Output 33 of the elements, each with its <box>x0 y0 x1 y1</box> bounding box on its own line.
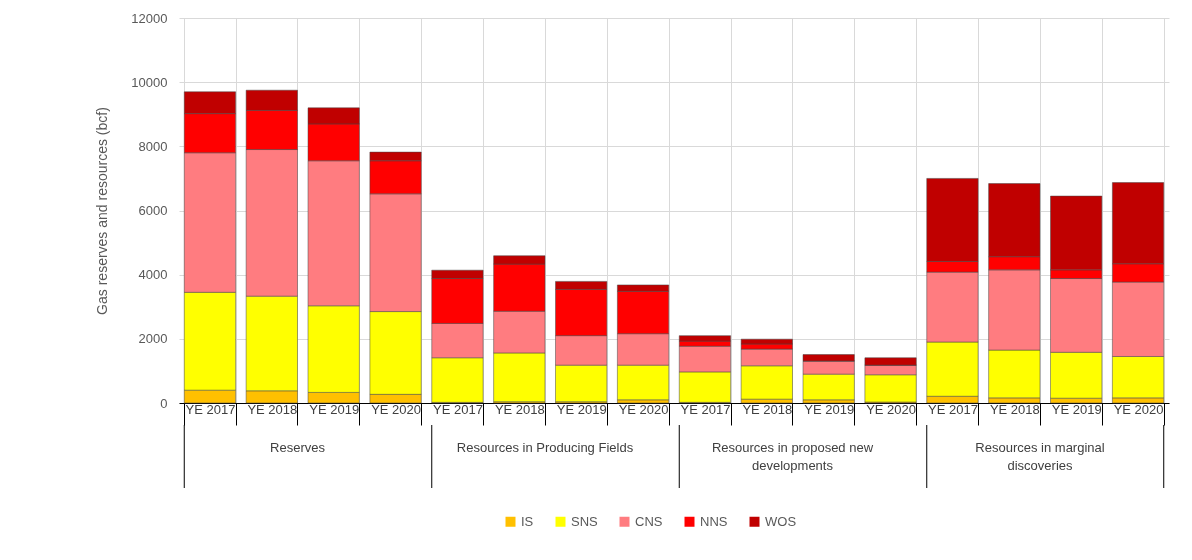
x-tick-label: YE 2019 <box>804 401 855 417</box>
x-tick-label: YE 2019 <box>309 401 360 417</box>
legend-label: WOS <box>765 513 797 529</box>
x-tick-label: YE 2020 <box>866 401 916 417</box>
y-tick-label: 2000 <box>138 331 168 347</box>
x-tick-label: YE 2019 <box>556 401 607 417</box>
x-tick-label: YE 2018 <box>247 401 298 417</box>
text: Resources in Producing Fields <box>456 440 634 455</box>
y-tick-label: 8000 <box>138 138 168 154</box>
text: Reserves <box>270 440 326 455</box>
legend-label: SNS <box>571 513 599 529</box>
x-tick-label: YE 2017 <box>433 401 483 417</box>
x-tick-label: YE 2020 <box>618 401 669 417</box>
x-tick-label: YE 2018 <box>494 401 545 417</box>
y-tick-label: 6000 <box>138 203 168 218</box>
y-tick-label: 4000 <box>138 267 168 283</box>
x-tick-label: YE 2017 <box>928 401 978 417</box>
x-tick-label: YE 2018 <box>989 401 1040 417</box>
x-tick-label: YE 2019 <box>1051 401 1102 417</box>
legend-label: IS <box>521 513 534 529</box>
x-tick-label: YE 2020 <box>1113 401 1164 417</box>
y-tick-label: 10000 <box>131 74 168 90</box>
text: Resources in proposed new developments <box>711 440 874 473</box>
x-tick-label: YE 2017 <box>185 401 236 417</box>
x-tick-label: YE 2020 <box>371 401 421 417</box>
x-tick-label: YE 2017 <box>680 401 731 417</box>
y-tick-label: 0 <box>160 395 168 411</box>
legend-label: NNS <box>700 513 728 529</box>
text: Resources in marginal discoveries <box>975 440 1105 473</box>
y-tick-label: 12000 <box>131 10 168 26</box>
x-tick-label: YE 2018 <box>742 401 793 417</box>
y-axis-title: Gas reserves and resources (bcf) <box>93 107 110 315</box>
legend-label: CNS <box>635 513 663 529</box>
